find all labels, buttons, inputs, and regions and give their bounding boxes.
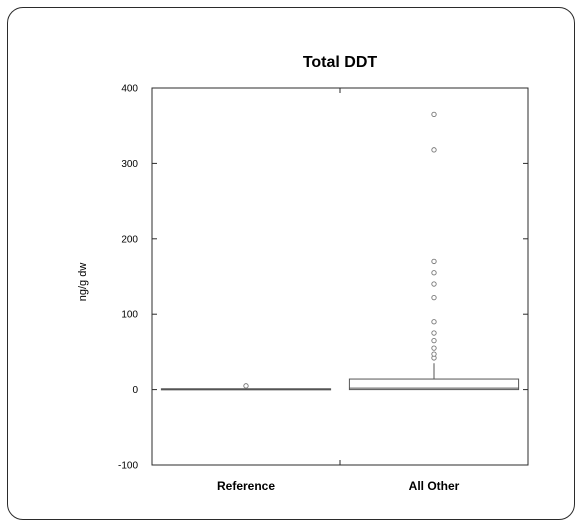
x-category-label: Reference — [217, 479, 275, 493]
chart-frame — [7, 7, 575, 520]
outlier-point — [431, 330, 437, 336]
y-axis-ticks: -100 0 100 200 300 400 — [118, 84, 528, 472]
outlier-point — [431, 319, 437, 325]
outlier-point — [431, 351, 437, 357]
outlier-point — [431, 147, 437, 153]
box-series — [160, 111, 520, 391]
plot-area — [151, 87, 529, 466]
y-tick-label: 400 — [121, 84, 138, 95]
outlier-point — [243, 383, 249, 389]
y-tick-label: 0 — [132, 385, 138, 396]
x-axis-ticks: Reference All Other — [217, 88, 460, 493]
outlier-point — [431, 281, 437, 287]
outlier-point — [431, 111, 437, 118]
y-tick-label: -100 — [118, 461, 138, 472]
y-tick-label: 300 — [121, 159, 138, 170]
x-category-label: All Other — [409, 479, 460, 493]
y-axis-label: ng/g dw — [77, 263, 89, 302]
box-reference — [160, 383, 332, 391]
outlier-point — [431, 294, 437, 301]
box-all-other — [348, 111, 520, 391]
outlier-point — [431, 270, 437, 276]
outlier-point — [431, 337, 437, 344]
outlier-point — [431, 258, 437, 265]
y-tick-label: 100 — [121, 310, 138, 321]
outlier-point — [431, 345, 437, 351]
chart-title: Total DDT — [303, 54, 378, 71]
y-tick-label: 200 — [121, 234, 138, 245]
